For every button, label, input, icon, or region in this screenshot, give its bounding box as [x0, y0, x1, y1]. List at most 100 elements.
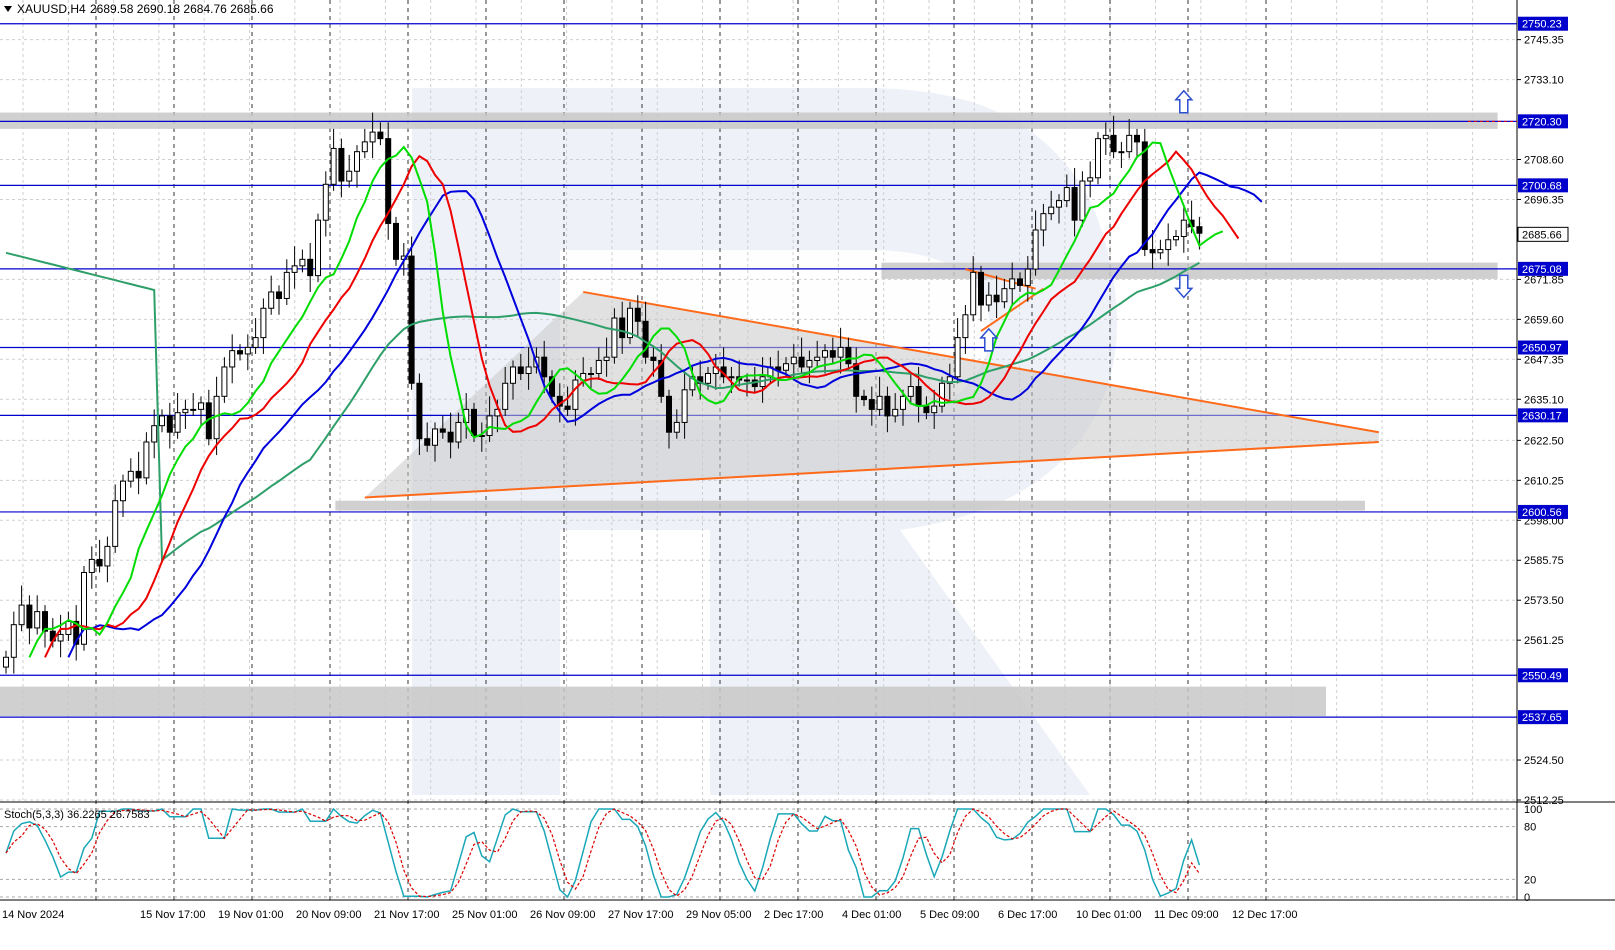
bull-candle: [252, 337, 259, 348]
bull-candle: [1126, 134, 1133, 153]
bull-candle: [705, 372, 711, 384]
bull-candle: [1063, 187, 1070, 202]
time-axis-label: 11 Dec 09:00: [1154, 909, 1219, 921]
stoch-level-label: 100: [1524, 804, 1542, 816]
time-axis-label: 19 Nov 01:00: [218, 909, 283, 921]
bear-candle: [96, 558, 103, 567]
level-tag-box: [1518, 114, 1568, 129]
bear-candle: [915, 386, 922, 407]
bull-candle: [728, 376, 735, 379]
bull-candle: [595, 359, 602, 374]
bear-candle: [276, 291, 282, 299]
bull-candle: [455, 421, 462, 443]
price-tick-label: 2733.10: [1524, 75, 1564, 87]
bull-candle: [260, 307, 267, 339]
bear-candle: [1196, 226, 1203, 234]
ohlc-readout: 2689.58 2690.18 2684.76 2685.66: [90, 2, 274, 16]
bear-candle: [135, 470, 142, 479]
bull-candle: [1079, 180, 1086, 221]
time-axis-label: 25 Nov 01:00: [452, 909, 517, 921]
bull-candle: [1173, 235, 1179, 241]
bear-candle: [42, 611, 48, 632]
current-price-label: 2685.66: [1522, 229, 1562, 241]
support-resistance-zones: [0, 112, 1498, 717]
bull-candle: [822, 350, 828, 358]
bull-candle: [502, 382, 509, 410]
bull-candle: [1001, 288, 1008, 303]
level-tag-label: 2700.68: [1522, 180, 1562, 192]
level-tag-box: [1518, 668, 1568, 683]
level-tag-box: [1518, 261, 1568, 276]
bull-candle: [985, 294, 992, 306]
bull-candle: [330, 147, 337, 185]
bull-candle: [88, 558, 95, 573]
symbol-dropdown-icon[interactable]: [4, 6, 12, 12]
bull-candle: [283, 271, 290, 299]
bear-candle: [424, 438, 431, 446]
bear-candle: [1141, 141, 1148, 251]
level-tag-label: 2750.23: [1522, 19, 1562, 31]
bull-candle: [299, 258, 306, 267]
bull-candle: [627, 307, 633, 339]
stochastic-label: Stoch(5,3,3) 36.2265 26.7583: [4, 809, 150, 821]
bear-candle: [650, 356, 657, 361]
bull-candle: [361, 141, 368, 153]
bear-candle: [549, 376, 555, 397]
time-axis-label: 14 Nov 2024: [2, 909, 64, 921]
bear-candle: [564, 405, 571, 410]
ma-green-line: [28, 141, 1224, 658]
bull-candle: [120, 480, 126, 502]
bull-candle: [814, 356, 821, 361]
bear-candle: [619, 317, 626, 339]
time-axis-label: 15 Nov 17:00: [140, 909, 205, 921]
bear-candle: [798, 356, 805, 368]
time-axis-label: 6 Dec 17:00: [998, 909, 1057, 921]
bull-candle: [783, 363, 789, 371]
time-axis-label: 2 Dec 17:00: [764, 909, 823, 921]
time-axis-label: 29 Nov 05:00: [686, 909, 751, 921]
price-tick-label: 2512.25: [1524, 795, 1564, 807]
bull-candle: [10, 624, 17, 658]
bull-candle: [1095, 138, 1101, 179]
level-tag-box: [1518, 178, 1568, 193]
time-axis-label: 4 Dec 01:00: [842, 909, 901, 921]
bull-candle: [1180, 219, 1187, 237]
price-tick-label: 2671.85: [1524, 274, 1564, 286]
bull-candle: [3, 656, 9, 668]
bear-candle: [978, 271, 984, 306]
bull-candle: [182, 408, 189, 414]
bull-candle: [57, 633, 64, 642]
axis-frame: [0, 0, 1615, 901]
bull-candle: [291, 265, 298, 273]
bull-candle: [837, 346, 844, 358]
bull-candle: [1040, 213, 1047, 231]
price-tick-label: 2585.75: [1524, 555, 1564, 567]
ma-long-line: [5, 251, 1200, 562]
level-tag-label: 2550.49: [1522, 670, 1562, 682]
bull-candle: [892, 408, 899, 417]
bull-candle: [876, 395, 883, 410]
time-axis[interactable]: 14 Nov 2024 15 Nov 17:00 19 Nov 01:00 20 No…: [2, 909, 1297, 921]
bull-candle: [1102, 134, 1109, 140]
stoch-level-label: 80: [1524, 822, 1536, 834]
bull-candle: [1048, 206, 1055, 215]
pennant-lower-line: [980, 287, 1044, 332]
price-tick-label: 2622.50: [1524, 435, 1564, 447]
bear-candle: [541, 356, 548, 378]
level-tag-box: [1518, 16, 1568, 31]
bull-candle: [127, 470, 134, 482]
bull-candle: [268, 291, 275, 309]
bear-candle: [634, 307, 641, 322]
bear-candle: [829, 350, 836, 358]
bull-candle: [346, 170, 353, 182]
level-tag-box: [1518, 710, 1568, 725]
price-axis[interactable]: 2745.35 2733.10 2708.60 2696.35 2671.85 2659.…: [1517, 35, 1564, 807]
bear-candle: [845, 346, 852, 365]
bull-candle: [907, 386, 914, 397]
bull-candle: [603, 356, 610, 361]
price-level-tags: 2750.23 2720.30 2700.68 2675.08 2650.97 2630.…: [1468, 16, 1569, 725]
bear-candle: [338, 147, 345, 182]
bull-candle: [34, 611, 41, 629]
time-axis-label: 21 Nov 17:00: [374, 909, 439, 921]
